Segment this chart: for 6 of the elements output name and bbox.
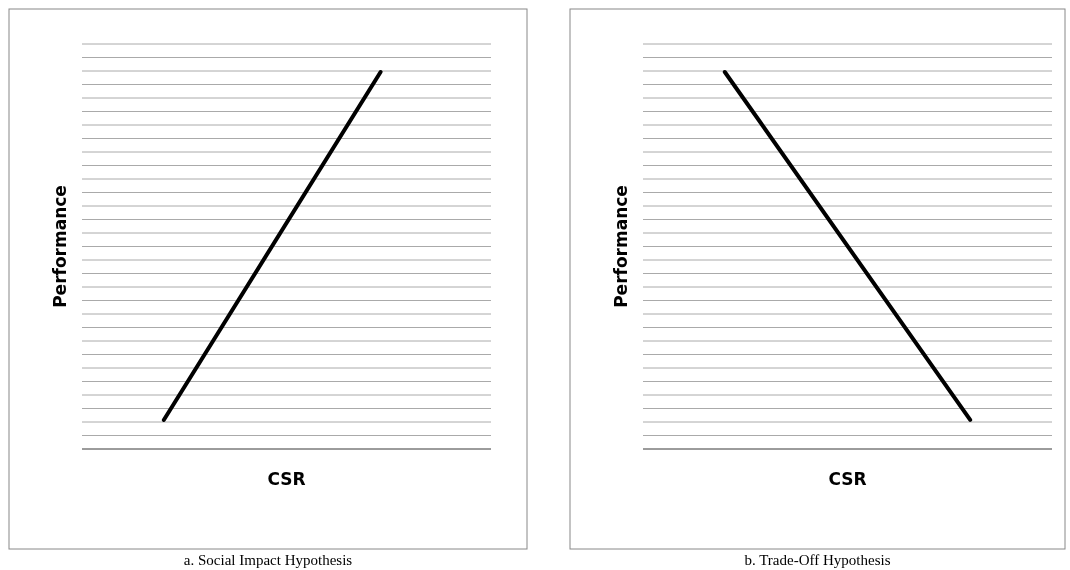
x-axis-title: CSR — [267, 469, 306, 489]
text: a. Social Impact Hypothesis — [183, 552, 353, 568]
y-axis-title: Performance — [50, 185, 70, 308]
x-axis-title: CSR — [828, 469, 867, 489]
text: b. Trade-Off Hypothesis — [744, 552, 891, 568]
y-axis-title: Performance — [611, 185, 631, 308]
